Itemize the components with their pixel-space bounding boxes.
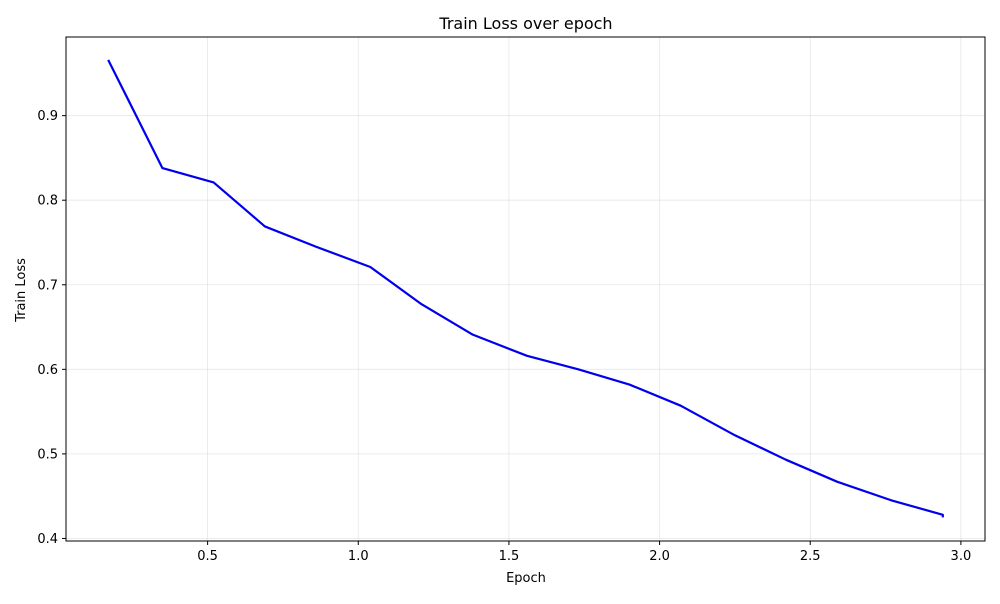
x-tick-label: 0.5 bbox=[197, 549, 218, 564]
y-axis: 0.4 0.5 0.6 0.7 0.8 0.9 bbox=[37, 109, 66, 547]
x-tick-label: 2.0 bbox=[649, 549, 670, 564]
series-layer bbox=[107, 59, 944, 518]
y-tick-label: 0.9 bbox=[37, 109, 58, 124]
x-axis: 0.5 1.0 1.5 2.0 2.5 3.0 bbox=[197, 541, 971, 564]
x-axis-label: Epoch bbox=[506, 571, 546, 586]
y-tick-label: 0.7 bbox=[37, 278, 58, 293]
grid bbox=[66, 37, 985, 541]
y-tick-label: 0.6 bbox=[37, 363, 58, 378]
x-tick-label: 2.5 bbox=[800, 549, 821, 564]
y-tick-label: 0.4 bbox=[37, 532, 58, 547]
x-tick-label: 1.5 bbox=[499, 549, 520, 564]
chart-title: Train Loss over epoch bbox=[438, 14, 612, 33]
y-tick-label: 0.5 bbox=[37, 447, 58, 462]
x-tick-label: 3.0 bbox=[951, 549, 972, 564]
y-tick-label: 0.8 bbox=[37, 194, 58, 209]
plot-frame bbox=[65, 36, 986, 542]
series-line-0 bbox=[107, 59, 944, 518]
x-tick-label: 1.0 bbox=[348, 549, 369, 564]
y-axis-label: Train Loss bbox=[14, 258, 29, 323]
